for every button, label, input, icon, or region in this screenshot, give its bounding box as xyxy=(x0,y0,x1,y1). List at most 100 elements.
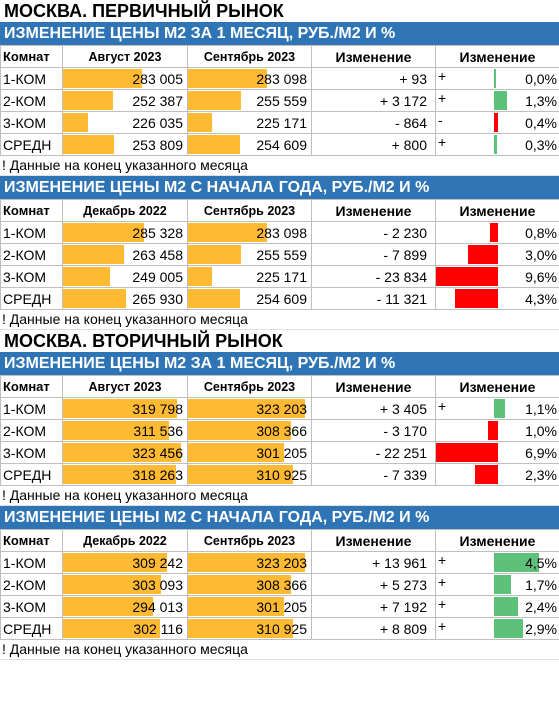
change-pct-value: 2,4% xyxy=(525,598,557,615)
room-type-cell: СРЕДН xyxy=(0,617,63,640)
price-a-bar xyxy=(63,135,115,154)
change-pct-bar xyxy=(488,421,498,440)
room-type-cell: СРЕДН xyxy=(0,287,63,310)
price-a-bar xyxy=(63,69,143,88)
price-a-cell: 252 387 xyxy=(62,89,188,112)
price-b-bar xyxy=(188,421,291,440)
price-a-value: 263 458 xyxy=(132,246,183,263)
price-table: Комнат Декабрь 2022 Сентябрь 2023 Измене… xyxy=(0,199,559,310)
room-type-cell: 2-КОМ xyxy=(0,243,63,266)
change-pct-bar xyxy=(494,91,507,110)
price-a-cell: 309 242 xyxy=(62,551,188,574)
table-band-heading: ИЗМЕНЕНИЕ ЦЕНЫ М2 ЗА 1 МЕСЯЦ, РУБ./М2 И … xyxy=(0,22,559,45)
price-a-cell: 302 116 xyxy=(62,617,188,640)
room-type-cell: 3-КОМ xyxy=(0,441,63,464)
footnote: ! Данные на конец указанного месяца xyxy=(0,640,559,660)
price-a-bar xyxy=(63,553,168,572)
section-title: МОСКВА. ПЕРВИЧНЫЙ РЫНОК xyxy=(0,0,559,22)
price-a-value: 226 035 xyxy=(132,114,183,131)
price-b-bar xyxy=(188,113,212,132)
change-abs-cell: - 23 834 xyxy=(311,265,436,288)
room-type-cell: 1-КОМ xyxy=(0,67,63,90)
price-b-value: 225 171 xyxy=(256,268,307,285)
price-a-value: 283 005 xyxy=(132,70,183,87)
price-b-value: 323 203 xyxy=(256,554,307,571)
room-type-cell: 3-КОМ xyxy=(0,595,63,618)
change-sign: + xyxy=(438,574,447,591)
price-b-cell: 225 171 xyxy=(187,265,312,288)
change-pct-cell: 6,9% xyxy=(435,441,559,464)
table-row: 3-КОМ 249 005 225 171 - 23 834 9,6% xyxy=(0,265,559,288)
table-row: 3-КОМ 226 035 225 171 - 864 - 0,4% xyxy=(0,111,559,134)
price-a-bar xyxy=(63,421,170,440)
change-pct-bar xyxy=(494,619,523,638)
change-pct-value: 1,0% xyxy=(525,422,557,439)
price-b-cell: 310 925 xyxy=(187,617,312,640)
section-title: МОСКВА. ВТОРИЧНЫЙ РЫНОК xyxy=(0,330,559,352)
table-row: СРЕДН 253 809 254 609 + 800 + 0,3% xyxy=(0,133,559,156)
price-b-value: 308 366 xyxy=(256,422,307,439)
price-b-value: 283 098 xyxy=(256,70,307,87)
table-band-heading: ИЗМЕНЕНИЕ ЦЕНЫ М2 С НАЧАЛА ГОДА, РУБ./М2… xyxy=(0,176,559,199)
table-header-row: Комнат Декабрь 2022 Сентябрь 2023 Измене… xyxy=(0,529,559,552)
change-abs-cell: + 8 809 xyxy=(311,617,436,640)
header-change-pct: Изменение xyxy=(435,199,559,222)
table-header-row: Комнат Август 2023 Сентябрь 2023 Изменен… xyxy=(0,375,559,398)
change-abs-cell: + 3 405 xyxy=(311,397,436,420)
table-row: 3-КОМ 294 013 301 205 + 7 192 + 2,4% xyxy=(0,595,559,618)
header-change-abs: Изменение xyxy=(311,375,436,398)
price-a-bar xyxy=(63,465,176,484)
change-abs-cell: - 11 321 xyxy=(311,287,436,310)
change-abs-cell: - 22 251 xyxy=(311,441,436,464)
header-rooms: Комнат xyxy=(0,45,63,68)
price-b-bar xyxy=(188,91,241,110)
change-pct-value: 9,6% xyxy=(525,268,557,285)
price-b-value: 283 098 xyxy=(256,224,307,241)
price-table-block: ИЗМЕНЕНИЕ ЦЕНЫ М2 ЗА 1 МЕСЯЦ, РУБ./М2 И … xyxy=(0,352,559,506)
change-pct-value: 0,3% xyxy=(525,136,557,153)
change-pct-cell: + 0,0% xyxy=(435,67,559,90)
table-row: 2-КОМ 263 458 255 559 - 7 899 3,0% xyxy=(0,243,559,266)
header-period-a: Декабрь 2022 xyxy=(62,199,188,222)
header-period-b: Сентябрь 2023 xyxy=(187,199,312,222)
change-sign: + xyxy=(438,596,447,613)
table-row: СРЕДН 265 930 254 609 - 11 321 4,3% xyxy=(0,287,559,310)
price-b-bar xyxy=(188,597,284,616)
change-pct-cell: 2,3% xyxy=(435,463,559,486)
change-sign: + xyxy=(438,618,447,635)
change-pct-cell: + 1,7% xyxy=(435,573,559,596)
price-a-value: 303 093 xyxy=(132,576,183,593)
price-a-cell: 311 536 xyxy=(62,419,188,442)
price-b-cell: 254 609 xyxy=(187,287,312,310)
header-change-abs: Изменение xyxy=(311,529,436,552)
price-b-value: 308 366 xyxy=(256,576,307,593)
header-period-b: Сентябрь 2023 xyxy=(187,529,312,552)
price-b-bar xyxy=(188,443,284,462)
price-b-bar xyxy=(188,575,291,594)
price-a-cell: 283 005 xyxy=(62,67,188,90)
room-type-cell: 1-КОМ xyxy=(0,397,63,420)
table-header-row: Комнат Август 2023 Сентябрь 2023 Изменен… xyxy=(0,45,559,68)
header-period-b: Сентябрь 2023 xyxy=(187,375,312,398)
table-row: 2-КОМ 252 387 255 559 + 3 172 + 1,3% xyxy=(0,89,559,112)
header-period-a: Август 2023 xyxy=(62,375,188,398)
room-type-cell: 2-КОМ xyxy=(0,89,63,112)
change-pct-value: 1,1% xyxy=(525,400,557,417)
price-a-bar xyxy=(63,267,110,286)
change-pct-cell: 3,0% xyxy=(435,243,559,266)
change-pct-value: 1,3% xyxy=(525,92,557,109)
change-pct-value: 2,3% xyxy=(525,466,557,483)
room-type-cell: 2-КОМ xyxy=(0,419,63,442)
price-a-cell: 294 013 xyxy=(62,595,188,618)
price-a-bar xyxy=(63,619,161,638)
change-pct-value: 1,7% xyxy=(525,576,557,593)
room-type-cell: 3-КОМ xyxy=(0,111,63,134)
change-pct-cell: + 2,9% xyxy=(435,617,559,640)
footnote: ! Данные на конец указанного месяца xyxy=(0,486,559,506)
price-b-cell: 255 559 xyxy=(187,89,312,112)
table-band-heading: ИЗМЕНЕНИЕ ЦЕНЫ М2 ЗА 1 МЕСЯЦ, РУБ./М2 И … xyxy=(0,352,559,375)
price-a-value: 323 456 xyxy=(132,444,183,461)
change-pct-value: 4,5% xyxy=(525,554,557,571)
table-row: 2-КОМ 311 536 308 366 - 3 170 1,0% xyxy=(0,419,559,442)
price-b-cell: 308 366 xyxy=(187,419,312,442)
